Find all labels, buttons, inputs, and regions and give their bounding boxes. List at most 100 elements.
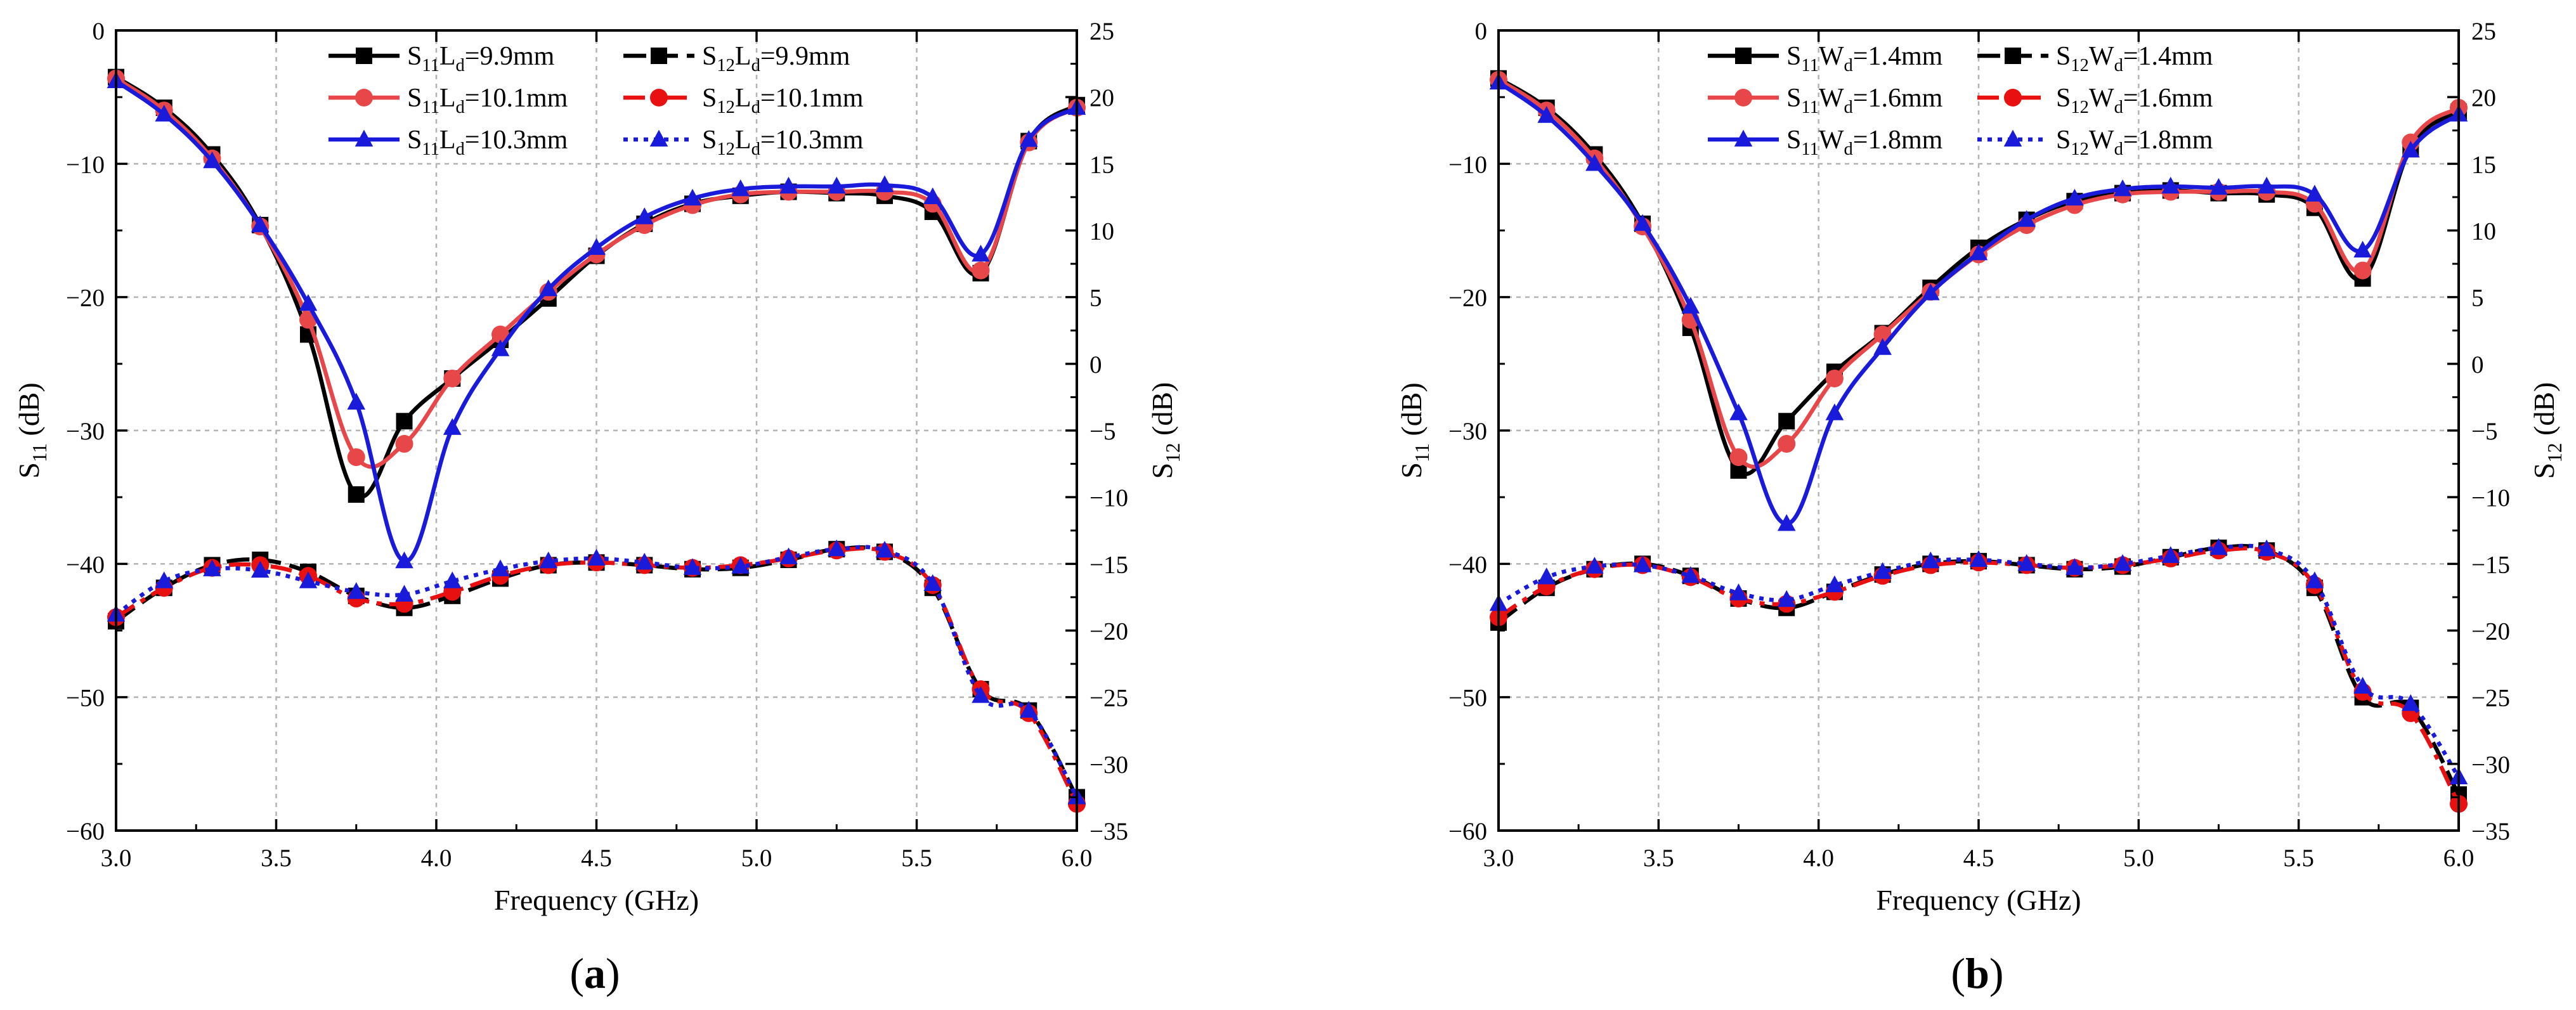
panel-0-label-close: ): [606, 949, 620, 997]
panel-1-yrtick-label-1: 20: [2471, 84, 2496, 112]
panel-0-legend-1-mid: L: [439, 84, 456, 113]
panel-1-series-5-marker-4: [1681, 566, 1700, 583]
panel-1-series-5-marker-5: [1729, 583, 1748, 600]
panel-1-series-2-marker-19: [2402, 140, 2420, 158]
panel-0-yrtick-label-5: 0: [1090, 351, 1102, 379]
panel-0-legend-marker-3: [651, 48, 667, 64]
panel-0-label: (a): [569, 949, 620, 997]
panel-0-series-0-marker-6: [396, 413, 413, 430]
panel-0-yrtick-label-6: −5: [1090, 418, 1116, 445]
panel-1-series-5-line: [1497, 543, 2461, 779]
panel-1-series-2-marker-2: [1585, 154, 1604, 171]
panel-0-legend-5-base: S: [702, 126, 717, 155]
panel-0-yrtick-label-4: 5: [1090, 285, 1102, 312]
panel-1-yltick-label-5: −50: [1448, 685, 1487, 712]
panel-1-legend-4-tail: =1.6mm: [2123, 84, 2213, 113]
panel-0-legend-3-sub2: d: [751, 56, 760, 75]
panel-0-legend-3-sub: 12: [717, 56, 735, 75]
panel-0-legend-2-sub2: d: [456, 139, 465, 159]
panel-1-series-1-marker-7: [1825, 369, 1844, 387]
panel-1-series-5-marker-13: [2113, 554, 2132, 571]
panel-1-series-5-marker-7: [1825, 575, 1844, 593]
panel-1-series-2-marker-9: [1922, 283, 1940, 301]
panel-0-legend-marker-4: [650, 89, 668, 107]
panel-0-legend-5-sub: 12: [717, 139, 735, 159]
panel-1-series-5-marker-16: [2257, 539, 2276, 557]
panel-1-ylabel-left-sub: 11: [1411, 443, 1433, 462]
panel-0-xtick-label-5: 5.5: [901, 845, 932, 872]
panel-1-legend-0-sub2: d: [1844, 56, 1853, 75]
panel-1-legend-2-sub2: d: [1844, 139, 1853, 159]
panel-1-legend: S11Wd=1.4mmS11Wd=1.6mmS11Wd=1.8mmS12Wd=1…: [1708, 42, 2213, 159]
panel-0-yrtick-label-3: 10: [1090, 218, 1114, 245]
panel-1-series-2-marker-11: [2017, 210, 2036, 227]
panel-0-series-1-marker-8: [491, 325, 509, 344]
panel-0-legend-4-sub2: d: [751, 98, 760, 117]
panel-0-legend-4-tail: =10.1mm: [760, 84, 864, 113]
panel-0-legend-label-1: S11Ld=10.1mm: [407, 84, 568, 117]
panel-1-label-letter: b: [1965, 949, 1989, 997]
panel-1-yltick-label-3: −30: [1448, 418, 1487, 445]
panel-1-series-5-marker-9: [1922, 551, 1940, 569]
panel-0-legend-label-5: S12Ld=10.3mm: [702, 126, 864, 159]
panel-1-yltick-label-6: −60: [1448, 818, 1487, 845]
panel-0-yltick-label-3: −30: [66, 418, 105, 445]
panel-1-xtick-label-2: 4.0: [1803, 845, 1834, 872]
panel-1-legend-label-3: S12Wd=1.4mm: [2056, 42, 2213, 75]
panel-1-legend-3-sub2: d: [2114, 56, 2123, 75]
panel-1-xtick-label-4: 5.0: [2123, 845, 2154, 872]
panel-1-legend-5-mid: W: [2089, 126, 2114, 155]
panel-1-series-5-marker-1: [1537, 567, 1556, 585]
panel-0-legend-marker-1: [355, 89, 373, 107]
panel-1-legend-3-mid: W: [2089, 42, 2114, 71]
panel-0-ylabel-right-base: S: [1146, 463, 1178, 479]
panel-0-xtick-label-3: 4.5: [581, 845, 612, 872]
panel-0-legend-label-3: S12Ld=9.9mm: [702, 42, 850, 75]
panel-0-series-5-marker-8: [491, 559, 510, 576]
panel-1-series-5-marker-8: [1873, 562, 1892, 579]
panel-1-label-close: ): [1989, 949, 2004, 997]
panel-1-legend-1-sub: 11: [1801, 98, 1819, 117]
panel-1-series-2-marker-3: [1633, 214, 1652, 231]
panel-0-series-5-marker-11: [635, 552, 654, 570]
panel-0-yrtick-label-11: −30: [1090, 751, 1128, 779]
panel-0-series-1-line: [115, 77, 1078, 469]
panel-1-legend-4-base: S: [2056, 84, 2071, 113]
panel-1-series-2-marker-5: [1729, 403, 1748, 420]
panel-1-series-5-marker-19: [2402, 694, 2420, 711]
panel-1-legend-label-5: S12Wd=1.8mm: [2056, 126, 2213, 159]
panel-1: 3.0 3.5 4.0 4.5 5.0 5.5 6.00−10−20−30−40−50−60…: [1395, 18, 2566, 997]
panel-1-series-5-marker-10: [1969, 550, 1988, 567]
panel-0-xtick-label-0: 3.0: [101, 845, 132, 872]
panel-1-yltick-label-0: 0: [1475, 18, 1488, 45]
panel-0-series-1-marker-6: [395, 435, 413, 453]
panel-1-yrtick-label-11: −30: [2471, 751, 2510, 779]
panel-1-series-2-marker-7: [1825, 403, 1844, 420]
panel-1-legend-marker-0: [1735, 48, 1752, 64]
panel-0-series-5-marker-4: [299, 571, 318, 588]
panel-0-xtick-label-1: 3.5: [261, 845, 292, 872]
panel-0-legend-marker-2: [355, 129, 374, 147]
panel-1-ylabel-right-sub: 12: [2544, 443, 2566, 462]
panel-0-yrtick-label-1: 20: [1090, 84, 1114, 112]
panel-1-series-1-marker-6: [1778, 435, 1796, 453]
panel-1-legend-marker-2: [1734, 129, 1753, 147]
panel-1-xtick-label-6: 6.0: [2443, 845, 2475, 872]
panel-1-yrtick-label-10: −25: [2471, 685, 2510, 712]
panel-1-yltick-label-1: −10: [1448, 151, 1487, 178]
panel-0-legend-marker-0: [356, 48, 372, 64]
panel-1-yrtick-label-6: −5: [2471, 418, 2498, 445]
panel-1-series-2-marker-8: [1873, 338, 1892, 355]
panel-1-yrtick-label-8: −15: [2471, 551, 2510, 578]
panel-0-series-5-marker-12: [683, 558, 702, 575]
panel-0-legend-5-mid: L: [735, 126, 751, 155]
panel-0-series-4-line: [115, 546, 1079, 805]
panel-1-yrtick-label-9: −20: [2471, 618, 2510, 645]
panel-0-series-1-marker-5: [347, 448, 365, 467]
panel-0-yltick-label-2: −20: [66, 285, 105, 312]
panel-0-ylabel-left-sub: 11: [29, 443, 51, 462]
panel-0-legend-1-sub: 11: [422, 98, 439, 117]
panel-0-ylabel-right: S12 (dB): [1146, 382, 1184, 479]
panel-1-legend-0-sub: 11: [1801, 56, 1819, 75]
